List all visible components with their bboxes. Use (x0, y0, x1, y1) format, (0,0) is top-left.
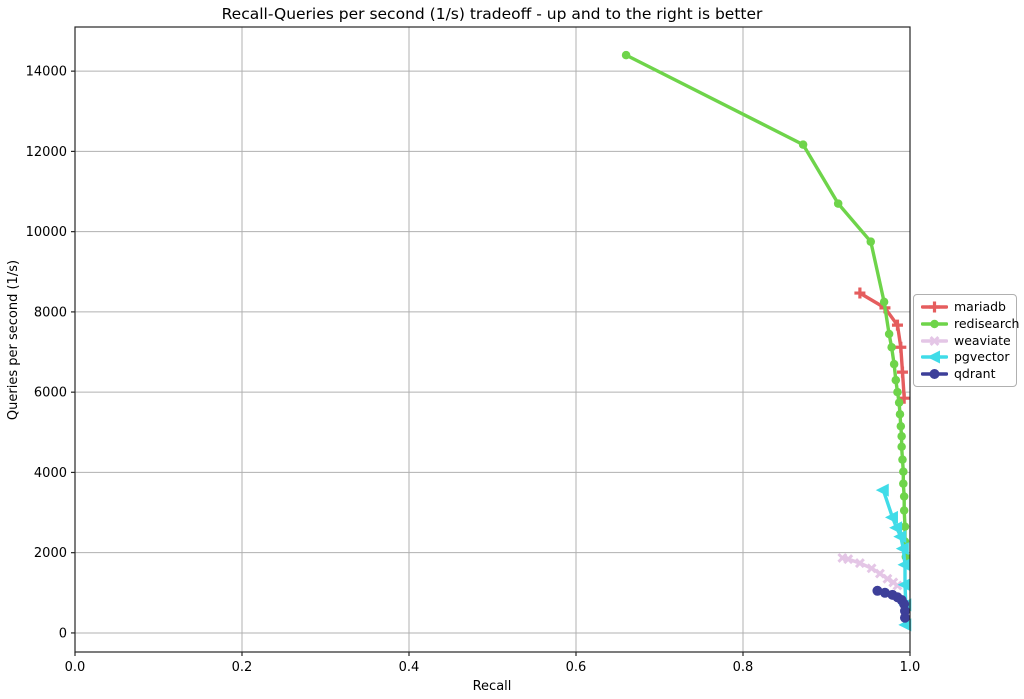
legend-sample-marker (929, 301, 940, 313)
marker-redisearch (896, 422, 906, 431)
x-axis-label: Recall (473, 679, 512, 694)
y-axis-label: Queries per second (1/s) (6, 260, 21, 420)
x-tick-label: 0.4 (399, 660, 420, 675)
legend: mariadb redisearch weaviate pgvector qdr… (913, 294, 1020, 388)
legend-label-pgvector: pgvector (954, 349, 1010, 365)
x-tick-label: 0.0 (65, 660, 86, 675)
marker-weaviate (874, 568, 885, 579)
x-tick-label: 1.0 (900, 660, 921, 675)
marker-pgvector (895, 542, 909, 556)
legend-sample-marker (929, 369, 940, 379)
series-line-redisearch (624, 53, 908, 559)
marker-qdrant (879, 587, 890, 598)
marker-pgvector (897, 558, 911, 572)
pgvector-line-marker-icon (921, 350, 948, 364)
legend-item-mariadb: mariadb (921, 300, 1010, 315)
legend-label-qdrant: qdrant (954, 366, 996, 381)
marker-redisearch (894, 398, 904, 407)
marker-weaviate (843, 554, 854, 565)
legend-sample-marker (927, 350, 940, 364)
marker-pgvector (884, 510, 898, 524)
marker-redisearch (897, 442, 906, 451)
y-tick-label: 2000 (34, 546, 67, 561)
marker-weaviate (854, 558, 865, 569)
marker-redisearch (897, 432, 906, 441)
y-tick-label: 10000 (26, 225, 67, 240)
marker-redisearch (887, 342, 896, 352)
plot-border (74, 26, 911, 653)
marker-qdrant (899, 612, 910, 623)
marker-redisearch (895, 409, 905, 419)
marker-redisearch (866, 237, 876, 246)
marker-redisearch (899, 467, 908, 476)
mariadb-line-marker-icon (921, 301, 948, 313)
marker-pgvector (898, 618, 912, 632)
legend-sample-marker (929, 335, 940, 346)
marker-mariadb (895, 341, 907, 353)
legend-label-weaviate: weaviate (954, 332, 1011, 348)
qdrant-line-marker-icon (921, 369, 948, 379)
y-tick-label: 14000 (26, 65, 67, 80)
y-tick-label: 6000 (34, 386, 67, 401)
y-tick-label: 0 (59, 626, 67, 641)
legend-sample-marker (930, 319, 939, 329)
marker-weaviate (882, 573, 893, 584)
series-redisearch (621, 50, 911, 561)
weaviate-line-marker-icon (921, 335, 948, 346)
marker-weaviate (892, 580, 903, 591)
grid-layer (74, 27, 911, 652)
marker-mariadb (891, 319, 903, 331)
marker-redisearch (899, 506, 909, 515)
marker-redisearch (884, 329, 894, 339)
legend-label-mariadb: mariadb (954, 299, 1006, 315)
marker-pgvector (897, 578, 911, 592)
legend-label-redisearch: redisearch (954, 315, 1020, 331)
marker-redisearch (893, 387, 902, 397)
marker-qdrant (872, 585, 883, 596)
legend-item-redisearch: redisearch (921, 316, 1020, 332)
x-tick-label: 0.2 (232, 660, 253, 675)
x-tick-label: 0.8 (733, 660, 754, 675)
marker-redisearch (891, 375, 901, 385)
redisearch-line-marker-icon (921, 319, 948, 329)
marker-redisearch (889, 359, 899, 369)
legend-item-qdrant: qdrant (921, 367, 1010, 382)
marker-mariadb (854, 287, 866, 299)
y-tick-label: 4000 (34, 466, 67, 481)
marker-redisearch (833, 199, 843, 208)
legend-item-pgvector: pgvector (921, 350, 1010, 365)
y-tick-label: 8000 (34, 305, 67, 320)
marker-redisearch (900, 522, 910, 531)
series-qdrant (872, 585, 910, 623)
marker-mariadb (898, 392, 910, 404)
marker-redisearch (898, 455, 907, 464)
y-tick-label: 12000 (26, 145, 67, 160)
marker-pgvector (893, 530, 907, 544)
series-layer (621, 50, 912, 632)
marker-redisearch (798, 140, 808, 149)
marker-pgvector (889, 521, 903, 535)
x-tick-label: 0.6 (566, 660, 587, 675)
marker-pgvector (875, 483, 889, 497)
marker-redisearch (899, 479, 908, 488)
series-weaviate (837, 552, 903, 591)
marker-weaviate (866, 563, 877, 574)
legend-item-weaviate: weaviate (921, 332, 1011, 348)
marker-redisearch (899, 492, 909, 501)
chart-title: Recall-Queries per second (1/s) tradeoff… (222, 5, 763, 23)
marker-redisearch (621, 50, 631, 60)
marker-redisearch (879, 297, 889, 307)
marker-mariadb (896, 366, 908, 378)
tick-layer: 0 2000 4000 6000 8000 10000 12000 14000 0.0 0.2 0.… (26, 65, 921, 675)
